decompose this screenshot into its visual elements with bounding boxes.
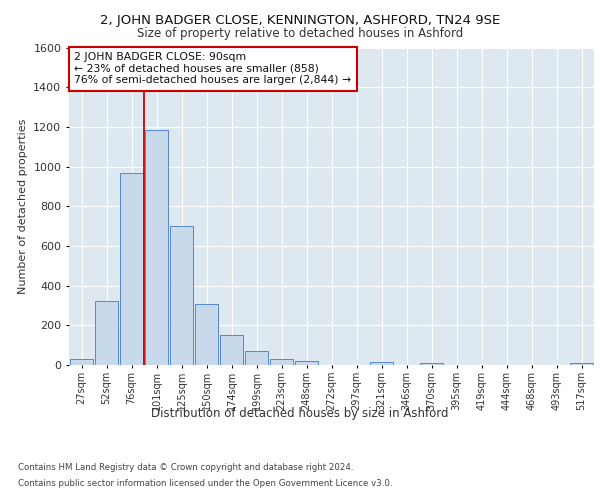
Text: Contains HM Land Registry data © Crown copyright and database right 2024.: Contains HM Land Registry data © Crown c…: [18, 464, 353, 472]
Bar: [145, 130, 169, 365]
Bar: [194, 304, 218, 365]
Y-axis label: Number of detached properties: Number of detached properties: [17, 118, 28, 294]
Bar: [269, 359, 293, 365]
Bar: [245, 351, 268, 365]
Bar: [170, 226, 193, 365]
Bar: [119, 172, 143, 365]
Text: Size of property relative to detached houses in Ashford: Size of property relative to detached ho…: [137, 28, 463, 40]
Bar: [70, 359, 94, 365]
Bar: [220, 335, 244, 365]
Bar: [419, 362, 443, 365]
Text: Distribution of detached houses by size in Ashford: Distribution of detached houses by size …: [151, 408, 449, 420]
Text: 2 JOHN BADGER CLOSE: 90sqm
← 23% of detached houses are smaller (858)
76% of sem: 2 JOHN BADGER CLOSE: 90sqm ← 23% of deta…: [74, 52, 352, 86]
Bar: [295, 361, 319, 365]
Bar: [370, 362, 394, 365]
Text: Contains public sector information licensed under the Open Government Licence v3: Contains public sector information licen…: [18, 478, 392, 488]
Bar: [95, 300, 118, 365]
Bar: [569, 362, 593, 365]
Text: 2, JOHN BADGER CLOSE, KENNINGTON, ASHFORD, TN24 9SE: 2, JOHN BADGER CLOSE, KENNINGTON, ASHFOR…: [100, 14, 500, 27]
